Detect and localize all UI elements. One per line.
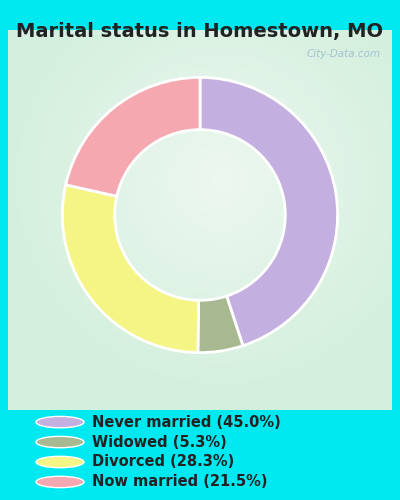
- Text: Now married (21.5%): Now married (21.5%): [92, 474, 268, 490]
- Circle shape: [36, 436, 84, 448]
- Text: City-Data.com: City-Data.com: [306, 49, 380, 59]
- Wedge shape: [198, 296, 243, 352]
- Circle shape: [36, 416, 84, 428]
- Text: Divorced (28.3%): Divorced (28.3%): [92, 454, 234, 469]
- Wedge shape: [200, 78, 338, 345]
- Wedge shape: [62, 185, 199, 352]
- Circle shape: [36, 476, 84, 488]
- Text: Never married (45.0%): Never married (45.0%): [92, 414, 281, 430]
- Text: Marital status in Homestown, MO: Marital status in Homestown, MO: [16, 22, 384, 42]
- Wedge shape: [66, 78, 200, 196]
- Circle shape: [36, 456, 84, 468]
- Text: Widowed (5.3%): Widowed (5.3%): [92, 434, 227, 450]
